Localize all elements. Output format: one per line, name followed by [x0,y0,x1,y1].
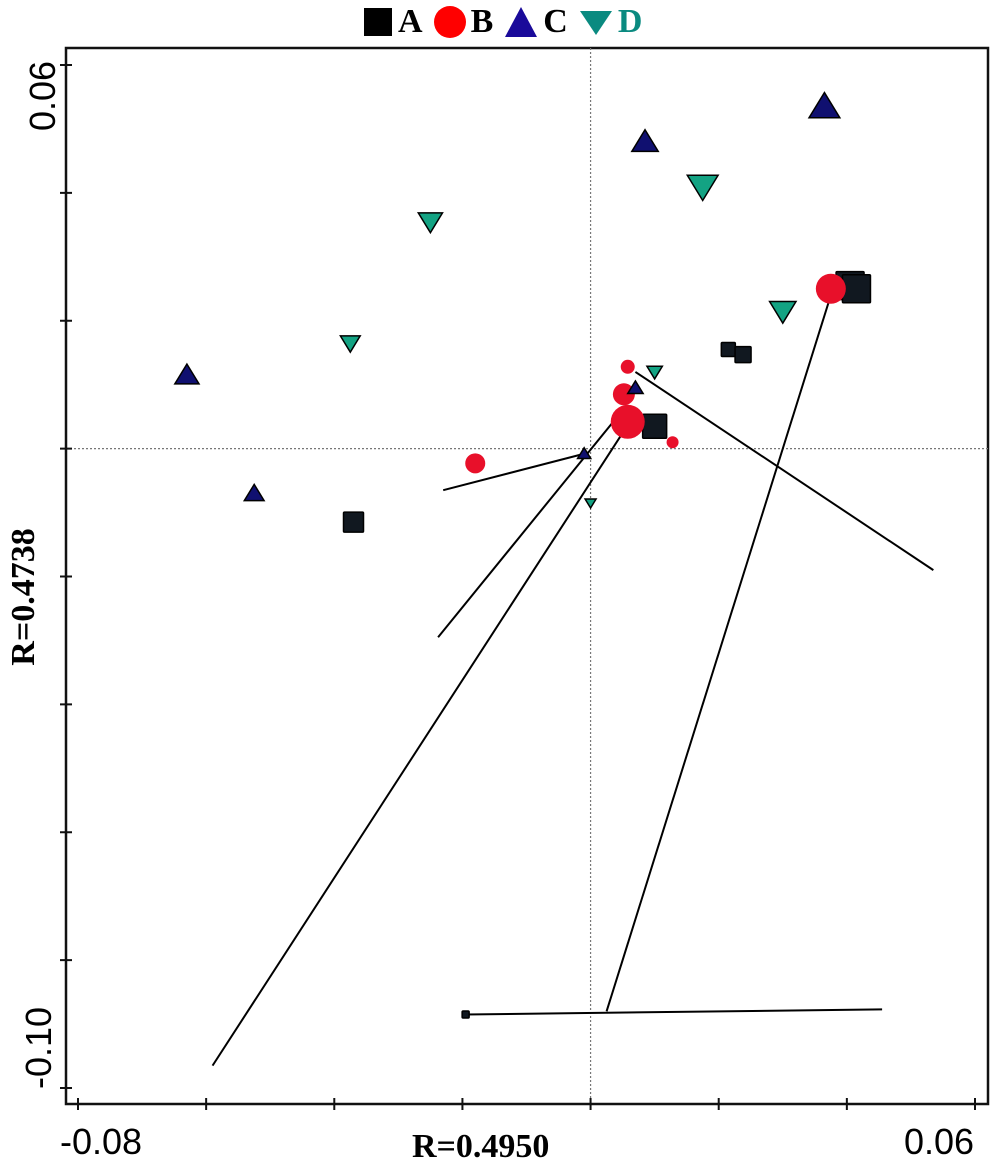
legend-item-b: B [433,3,494,40]
square-marker-icon [364,8,392,36]
circle-marker-b [610,404,645,439]
triangle-down-marker-d [685,174,720,202]
square-marker-a [641,413,668,439]
vector-lines [211,294,934,1067]
data-points [173,91,872,1019]
square-marker-a [342,511,365,533]
triangle-down-marker-d [416,212,444,235]
legend-label: D [617,3,643,40]
vector-line [634,371,934,571]
vector-line [465,1008,883,1016]
legend-item-c: C [503,5,568,39]
triangle-down-marker-d [645,365,664,381]
reference-lines [66,48,988,1104]
plot-border [64,46,990,1106]
y-tick-label-top: 0.06 [22,60,64,132]
legend-item-a: A [362,5,423,39]
axis-ticks [60,64,976,1110]
vector-line [211,422,630,1067]
vector-line [605,294,832,1012]
legend: A B C D [362,2,648,42]
circle-marker-b [620,359,635,374]
triangle-up-marker-c [173,362,201,385]
vector-line [442,452,585,492]
triangle-up-marker-c [807,91,842,119]
triangle-up-marker-c [242,482,266,502]
vector-line [437,409,624,638]
x-tick-label-left: -0.08 [60,1121,143,1162]
triangle-up-marker-icon [505,7,538,37]
x-axis-title: R=0.4950 [412,1128,550,1165]
triangle-up-marker-c [630,128,660,153]
circle-marker-b [815,273,846,304]
triangle-down-marker-icon [579,11,612,35]
square-marker-a [720,341,737,358]
triangle-up-marker-c [626,379,645,395]
legend-item-d: D [578,3,643,40]
y-tick-label-bottom: -0.10 [18,1006,60,1090]
circle-marker-b [612,383,635,406]
triangle-up-marker-c [576,446,593,460]
triangle-down-marker-d [583,498,598,510]
triangle-down-marker-d [768,300,798,325]
legend-label: C [543,3,568,40]
square-marker-a [734,345,752,364]
plot-frame [64,46,990,1106]
circle-marker-icon [433,6,466,38]
x-tick-label-right: 0.06 [904,1121,975,1162]
legend-label: A [398,3,423,40]
square-marker-a [841,274,872,304]
y-axis-title: R=0.4738 [5,528,42,666]
triangle-down-marker-d [339,335,362,354]
legend-label: B [470,3,494,40]
square-marker-a [461,1010,470,1019]
circle-marker-b [666,436,679,449]
circle-marker-b [465,453,486,474]
